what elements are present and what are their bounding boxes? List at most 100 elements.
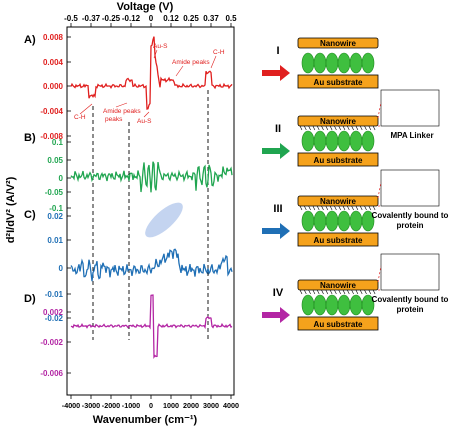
annotation-amide-bottom-2: peaks bbox=[105, 116, 123, 123]
schematics: I Nanowire Au substrate II Nanowire Au substr… bbox=[262, 37, 449, 331]
top-tick-label: 0.37 bbox=[203, 14, 219, 23]
protein-icon bbox=[325, 52, 339, 74]
y-tick-label: -0.1 bbox=[49, 204, 63, 213]
schematic-note-2: protein bbox=[396, 221, 423, 230]
zoom-box bbox=[380, 89, 440, 127]
bottom-tick-label: 0 bbox=[149, 401, 153, 410]
protein-icon bbox=[361, 52, 375, 74]
trace-c bbox=[70, 248, 233, 282]
y-axis-label: d²I/dV² (A/V²) bbox=[5, 176, 17, 243]
protein-icon bbox=[313, 210, 327, 232]
y-tick-label: 0.000 bbox=[43, 82, 64, 91]
guide-lines bbox=[92, 90, 209, 340]
nanowire-bar bbox=[297, 115, 379, 127]
substrate-label: Au substrate bbox=[314, 236, 363, 245]
substrate-label: Au substrate bbox=[314, 78, 363, 87]
protein-icon bbox=[325, 294, 339, 316]
annotation-au-s-top: Au-S bbox=[153, 43, 168, 50]
nanowire-bar bbox=[297, 195, 379, 207]
schematic-iv: IV Nanowire Au substrate Covalently bound t… bbox=[262, 253, 449, 331]
annotation-amide-top: Amide peaks bbox=[172, 59, 210, 66]
y-tick-label: -0.008 bbox=[40, 132, 63, 141]
schematic-numeral: I bbox=[276, 45, 279, 57]
protein-icon bbox=[325, 210, 339, 232]
protein-icon bbox=[361, 294, 375, 316]
trace-d bbox=[70, 294, 233, 359]
arrow-icon bbox=[262, 143, 290, 159]
protein-icon bbox=[361, 130, 375, 152]
y-tick-label: -0.006 bbox=[40, 369, 63, 378]
protein-icon bbox=[313, 52, 327, 74]
bottom-tick-label: -4000 bbox=[62, 401, 80, 410]
annotation-ch-bottom: C-H bbox=[74, 114, 86, 121]
top-tick-label: -0.5 bbox=[64, 14, 78, 23]
panel-label-b: B) bbox=[24, 132, 36, 144]
protein-icon bbox=[301, 210, 315, 232]
top-tick-label: 0.25 bbox=[183, 14, 199, 23]
panel-label-d: D) bbox=[24, 293, 36, 305]
protein-icon bbox=[349, 52, 363, 74]
top-tick-label: -0.12 bbox=[122, 14, 141, 23]
top-tick-label: -0.25 bbox=[102, 14, 121, 23]
nanowire-label: Nanowire bbox=[320, 39, 357, 48]
y-tick-label: 0.1 bbox=[52, 138, 64, 147]
bottom-axis: -4000 -3000 -2000 -1000 0 1000 2000 3000 4000 Wa… bbox=[62, 395, 239, 426]
schematic-numeral: IV bbox=[273, 287, 284, 299]
top-tick-label: -0.37 bbox=[82, 14, 101, 23]
annotations-a: Au-S Amide peaks C-H C-H Amide peaks pea… bbox=[74, 43, 225, 125]
arrow-icon bbox=[262, 307, 290, 323]
schematic-note-2: protein bbox=[396, 305, 423, 314]
protein-icon bbox=[349, 210, 363, 232]
protein-icon bbox=[349, 130, 363, 152]
schematic-i: I Nanowire Au substrate bbox=[262, 37, 379, 89]
y-tick-label: -0.002 bbox=[40, 338, 63, 347]
protein-icon bbox=[313, 294, 327, 316]
y-tick-label: 0.01 bbox=[47, 236, 63, 245]
top-axis: Voltage (V) -0.5 -0.37 -0.25 -0.12 0 0.12 0.25… bbox=[64, 1, 237, 27]
zoom-box bbox=[380, 169, 440, 207]
nanowire-label: Nanowire bbox=[320, 197, 357, 206]
y-tick-label: 0.05 bbox=[47, 156, 63, 165]
top-tick-label: 0.12 bbox=[163, 14, 179, 23]
bottom-tick-label: 2000 bbox=[183, 401, 199, 410]
protein-icon bbox=[337, 210, 351, 232]
nanowire-bar bbox=[297, 37, 379, 49]
annotation-au-s-bottom: Au-S bbox=[137, 118, 152, 125]
protein-icon bbox=[337, 52, 351, 74]
substrate-bar bbox=[297, 316, 379, 331]
bottom-tick-label: 4000 bbox=[223, 401, 239, 410]
zoom-box bbox=[380, 253, 440, 291]
schematic-iii: III Nanowire Au substrate Covalently bound … bbox=[262, 169, 449, 247]
top-axis-label: Voltage (V) bbox=[117, 1, 174, 13]
bottom-tick-label: -2000 bbox=[102, 401, 120, 410]
y-tick-label: 0.004 bbox=[43, 58, 64, 67]
schematic-note: Covalently bound to bbox=[372, 295, 449, 304]
nanowire-bar bbox=[297, 279, 379, 291]
schematic-note: Covalently bound to bbox=[372, 211, 449, 220]
substrate-bar bbox=[297, 74, 379, 89]
protein-icon bbox=[313, 130, 327, 152]
top-tick-label: 0.5 bbox=[225, 14, 237, 23]
substrate-label: Au substrate bbox=[314, 156, 363, 165]
bottom-tick-label: -1000 bbox=[122, 401, 140, 410]
protein-icon bbox=[337, 294, 351, 316]
annotation-ch-top: C-H bbox=[213, 49, 225, 56]
y-tick-label: -0.004 bbox=[40, 107, 63, 116]
substrate-bar bbox=[297, 232, 379, 247]
bottom-tick-label: -3000 bbox=[82, 401, 100, 410]
nanowire-label: Nanowire bbox=[320, 281, 357, 290]
highlight-ellipse bbox=[145, 202, 183, 238]
protein-icon bbox=[325, 130, 339, 152]
substrate-bar bbox=[297, 152, 379, 167]
protein-icon bbox=[301, 52, 315, 74]
trace-a bbox=[70, 36, 233, 110]
y-tick-label: 0 bbox=[59, 264, 64, 273]
nanowire-label: Nanowire bbox=[320, 117, 357, 126]
panel-label-a: A) bbox=[24, 34, 36, 46]
schematic-note: MPA Linker bbox=[390, 131, 433, 140]
substrate-label: Au substrate bbox=[314, 320, 363, 329]
protein-icon bbox=[301, 130, 315, 152]
bottom-tick-label: 3000 bbox=[203, 401, 219, 410]
y-tick-label: -0.01 bbox=[45, 290, 64, 299]
